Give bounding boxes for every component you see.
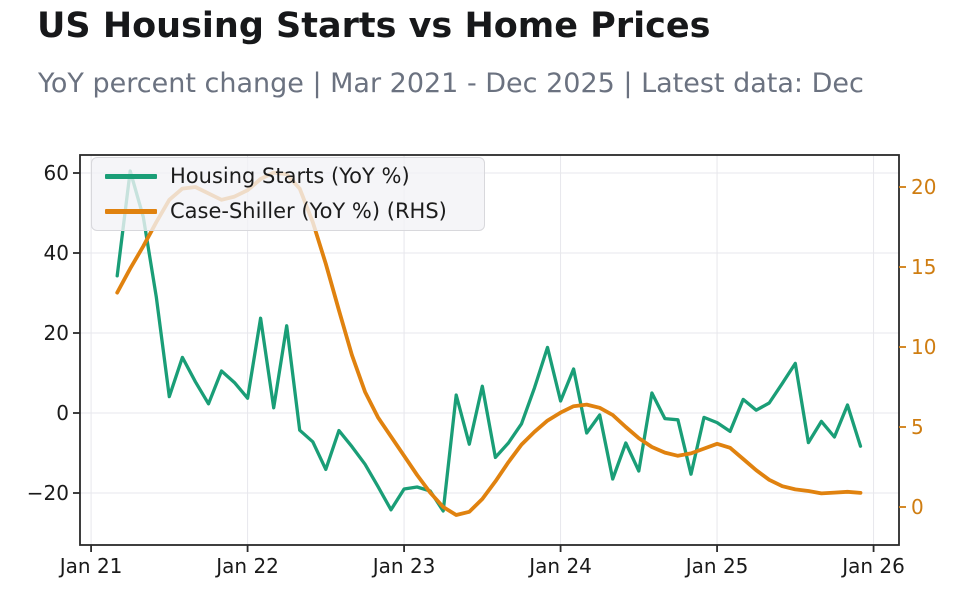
right-tick-label: 10 <box>911 335 936 359</box>
housing-starts-line-swatch <box>105 174 157 179</box>
left-axis: 60 40 20 0 −20 <box>27 161 80 505</box>
right-axis: 20 15 10 5 0 <box>899 175 936 519</box>
right-tick-label: 20 <box>911 175 936 199</box>
left-tick-label: −20 <box>27 481 69 505</box>
series-housing-starts <box>115 169 863 513</box>
left-tick-label: 60 <box>44 161 69 185</box>
x-tick-label: Jan 26 <box>840 554 905 578</box>
legend-item-case-shiller: Case-Shiller (YoY %) (RHS) <box>105 199 484 225</box>
left-tick-label: 20 <box>44 321 69 345</box>
right-tick-label: 0 <box>911 495 924 519</box>
chart-subtitle: YoY percent change | Mar 2021 - Dec 2025… <box>38 68 864 99</box>
left-tick-label: 0 <box>56 401 69 425</box>
x-tick-label: Jan 25 <box>684 554 749 578</box>
x-tick-label: Jan 24 <box>527 554 592 578</box>
legend: Housing Starts (YoY %) Case-Shiller (YoY… <box>91 157 485 231</box>
right-tick-label: 5 <box>911 415 924 439</box>
x-tick-label: Jan 22 <box>214 554 279 578</box>
legend-label-case-shiller: Case-Shiller (YoY %) (RHS) <box>170 199 447 223</box>
legend-item-housing-starts: Housing Starts (YoY %) <box>105 164 484 190</box>
left-tick-label: 40 <box>44 241 69 265</box>
case-shiller-line-swatch <box>105 209 157 214</box>
x-tick-label: Jan 21 <box>58 554 123 578</box>
x-tick-label: Jan 23 <box>371 554 436 578</box>
chart-title: US Housing Starts vs Home Prices <box>37 6 711 46</box>
legend-label-housing-starts: Housing Starts (YoY %) <box>170 164 410 188</box>
plot-frame <box>79 154 900 546</box>
x-axis: Jan 21 Jan 22 Jan 23 Jan 24 Jan 25 Jan 26 <box>58 545 905 578</box>
right-tick-label: 15 <box>911 255 936 279</box>
